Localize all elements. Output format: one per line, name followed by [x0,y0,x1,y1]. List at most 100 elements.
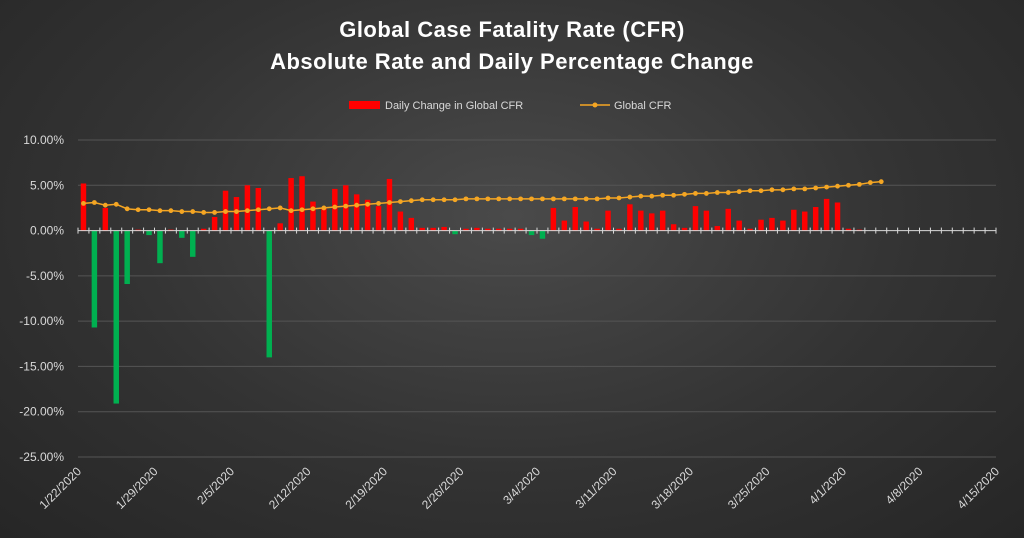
daily-change-bar [670,224,677,231]
global-cfr-point [343,203,349,209]
global-cfr-point [168,208,174,214]
x-tick-label: 4/8/2020 [883,464,926,507]
global-cfr-point [813,185,819,191]
x-tick-label: 3/4/2020 [500,464,543,507]
daily-change-bar [616,228,622,231]
daily-change-bar [321,207,327,231]
global-cfr-point [693,191,698,196]
daily-change-bar [277,223,283,231]
global-cfr-point [463,196,469,202]
legend-label-global-cfr: Global CFR [614,100,672,112]
global-cfr-point [376,201,381,206]
daily-change-bar [485,228,491,231]
daily-change-bar [91,230,98,328]
global-cfr-point [736,189,742,195]
daily-change-bar [299,176,305,231]
daily-change-bar [594,228,600,231]
x-tick-label: 1/22/2020 [36,464,84,512]
global-cfr-point [638,193,644,199]
legend-label-daily-change: Daily Change in Global CFR [385,100,523,112]
y-tick-label: 5.00% [30,178,64,192]
global-cfr-point [605,195,611,201]
y-axis-labels: 10.00% 5.00% 0.00% -5.00% -10.00% -15.00% -20.… [19,133,64,464]
global-cfr-point [572,196,578,202]
global-cfr-point [616,195,622,201]
daily-change-bar [812,207,819,231]
y-tick-label: -10.00% [19,314,64,328]
daily-change-bar [550,207,557,231]
daily-change-bar [714,226,721,231]
global-cfr-point [507,196,513,202]
global-cfr-point [223,209,228,214]
x-axis-labels: 1/22/2020 1/29/2020 2/5/2020 2/12/2020 2/19/… [36,464,1002,512]
daily-change-bar [802,211,808,231]
global-cfr-point [791,186,797,192]
daily-change-bar [769,217,775,231]
y-tick-label: 0.00% [30,224,64,238]
global-cfr-point [725,190,731,195]
global-cfr-point [747,188,753,194]
global-cfr-point [332,204,338,210]
global-cfr-point [714,190,720,195]
daily-change-bar [627,204,633,231]
global-cfr-point [408,198,414,204]
chart-title-line2: Absolute Rate and Daily Percentage Chang… [270,49,754,74]
daily-change-bar [288,178,294,231]
legend-swatch-global-cfr-dot [592,102,598,108]
global-cfr-point [255,207,261,213]
y-tick-label: -15.00% [19,359,64,373]
x-tick-label: 3/25/2020 [725,464,773,512]
daily-change-bar [823,198,830,231]
daily-change-bar [452,230,458,235]
daily-change-bar [332,188,338,231]
daily-change-bar [561,220,568,231]
global-cfr-point [583,196,589,202]
global-cfr-point [124,206,130,212]
daily-change-bar [124,230,130,285]
daily-change-bar [747,228,753,231]
global-cfr-point [824,184,830,190]
global-cfr-point [769,187,775,193]
global-cfr-point [627,194,633,200]
global-cfr-point [113,201,119,207]
daily-change-bar [190,230,196,257]
daily-change-bar [310,201,316,231]
global-cfr-point [419,197,425,203]
daily-change-bar [200,228,207,231]
global-cfr-point [660,192,666,198]
daily-change-bar [211,216,218,231]
global-cfr-point [244,208,250,214]
global-cfr-point [321,205,327,211]
global-cfr-point [594,196,600,202]
daily-change-bar [791,209,797,231]
global-cfr-point [529,196,534,202]
daily-change-bar [692,206,699,231]
global-cfr-point [452,197,458,203]
x-tick-label: 2/26/2020 [419,464,467,512]
daily-change-bar [736,220,742,231]
global-cfr-point [474,196,480,202]
global-cfr-point [146,207,152,213]
x-tick-label: 4/15/2020 [954,464,1002,512]
daily-change-bar [463,228,469,231]
global-cfr-point [397,199,403,204]
x-tick-label: 2/19/2020 [342,464,390,512]
x-tick-label: 3/11/2020 [573,464,620,511]
x-tick-label: 4/1/2020 [806,464,849,507]
global-cfr-point [91,200,97,205]
x-axis [77,227,997,234]
global-cfr-point [867,180,873,185]
global-cfr-point [703,191,709,196]
global-cfr-point [682,191,687,197]
daily-change-bar [703,210,710,231]
daily-change-bar [353,194,360,231]
global-cfr-polyline [83,180,882,214]
global-cfr-point [81,201,86,206]
global-cfr-point [135,207,141,213]
global-cfr-point [179,209,185,214]
daily-change-bar [780,220,786,231]
daily-change-bar [397,211,404,231]
global-cfr-point [649,193,655,199]
global-cfr-point [190,209,196,214]
daily-change-bar [80,183,87,231]
